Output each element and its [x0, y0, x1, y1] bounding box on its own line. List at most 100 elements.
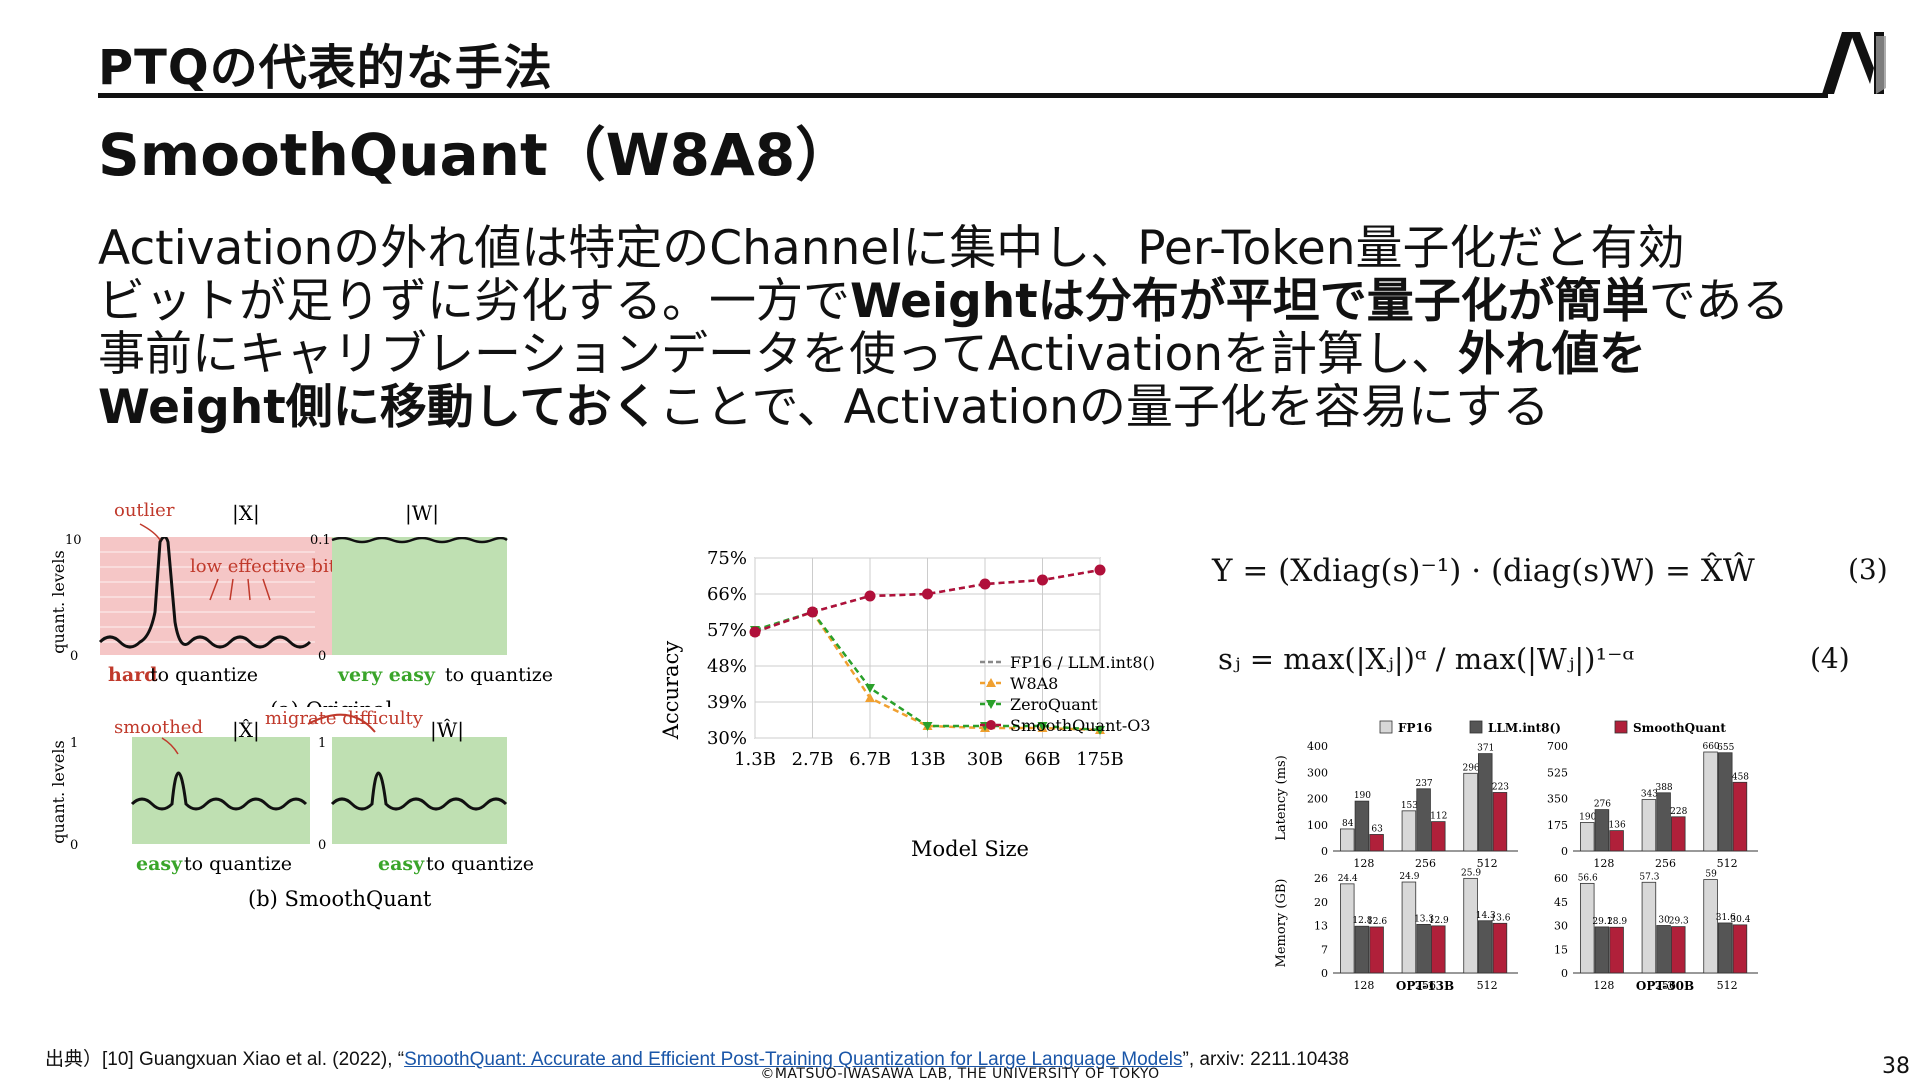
svg-text:to quantize: to quantize	[426, 853, 534, 875]
x-tick-label: 256	[1415, 857, 1436, 870]
bar	[1340, 883, 1355, 974]
bar-value-label: 660	[1702, 742, 1719, 752]
bar	[1671, 816, 1686, 852]
y-tick-label: 39%	[707, 692, 747, 713]
svg-text:quant. levels: quant. levels	[50, 740, 68, 843]
bar-panel: 60453015056.629.128.912857.33029.3256593…	[1554, 870, 1758, 992]
bar-value-label: 458	[1732, 772, 1749, 782]
svg-text:easy: easy	[136, 853, 183, 875]
x-tick-label: 30B	[967, 749, 1003, 770]
slide-body: Activationの外れ値は特定のChannelに集中し、Per-Token量…	[98, 222, 1858, 434]
x-tick-label: 175B	[1076, 749, 1124, 770]
x-tick-label: 256	[1415, 979, 1436, 992]
bar-value-label: 57.3	[1639, 872, 1659, 882]
bar	[1641, 881, 1657, 974]
bar-value-label: 63	[1371, 824, 1383, 834]
svg-text:to quantize: to quantize	[184, 853, 292, 875]
bar-value-label: 223	[1492, 782, 1509, 792]
page-title: PTQの代表的な手法	[98, 40, 553, 96]
bar-value-label: 12.8	[1352, 916, 1372, 926]
w-label: |W|	[405, 501, 439, 526]
bar-value-label: 59	[1705, 870, 1717, 880]
page-number: 38	[1882, 1054, 1910, 1079]
body-line-2: ビットが足りずに劣化する。一方でWeightは分布が平坦で量子化が簡単である	[98, 274, 1790, 329]
bar-value-label: 30.4	[1730, 915, 1750, 925]
data-point	[922, 588, 933, 600]
bar-value-label: 13.6	[1490, 913, 1510, 923]
bar-value-label: 56.6	[1578, 873, 1598, 883]
latency-axis-title: Latency (ms)	[1274, 755, 1289, 841]
svg-text:easy: easy	[378, 853, 425, 875]
body-line-3: 事前にキャリブレーションデータを使ってActivationを計算し、外れ値を	[98, 327, 1647, 382]
y-tick-label: 57%	[707, 620, 747, 641]
data-point	[807, 606, 818, 618]
x-tick-label: 128	[1593, 979, 1614, 992]
y-tick-label: 200	[1307, 793, 1328, 806]
bar	[1463, 877, 1478, 974]
bar	[1594, 926, 1610, 974]
x-tick-label: 1.3B	[734, 749, 776, 770]
data-point	[922, 722, 933, 731]
x-tick-label: 66B	[1024, 749, 1060, 770]
legend-label: W8A8	[1010, 674, 1058, 693]
bar	[1732, 781, 1748, 852]
bar-value-label: 190	[1354, 791, 1371, 801]
lab-logo	[1820, 28, 1890, 102]
bar-value-label: 29.1	[1592, 917, 1612, 927]
bar-value-label: 24.4	[1338, 874, 1358, 884]
bar-value-label: 13.3	[1414, 914, 1434, 924]
body-line-4: Weight側に移動しておくことで、Activationの量子化を容易にする	[98, 380, 1550, 435]
legend-label: LLM.int8()	[1488, 721, 1561, 735]
y-tick-label: 20	[1314, 896, 1328, 909]
bar-value-label: 388	[1655, 783, 1672, 793]
bar	[1416, 924, 1431, 974]
data-point	[865, 693, 875, 702]
y-tick-label: 0	[1561, 845, 1568, 858]
bar-value-label: 237	[1415, 779, 1432, 789]
bar-value-label: 228	[1670, 807, 1687, 817]
bar	[1703, 751, 1718, 852]
y-tick-label: 0	[1321, 967, 1328, 980]
bar	[1340, 828, 1355, 852]
bar	[1463, 772, 1478, 852]
bar	[1369, 834, 1384, 852]
data-point	[1095, 726, 1105, 735]
x-tick-label: 512	[1477, 857, 1498, 870]
bar	[1732, 924, 1748, 974]
x-tick-label: 128	[1593, 857, 1614, 870]
header-divider	[98, 93, 1828, 98]
svg-text:0: 0	[70, 649, 78, 664]
x-tick-label: 128	[1353, 857, 1374, 870]
legend-label: FP16	[1398, 721, 1432, 735]
bar	[1431, 821, 1446, 852]
bar	[1492, 922, 1508, 974]
citation-link[interactable]: SmoothQuant: Accurate and Efficient Post…	[404, 1049, 1183, 1070]
svg-text:0: 0	[318, 838, 326, 853]
x-tick-label: 256	[1655, 979, 1676, 992]
data-point	[749, 626, 761, 638]
y-tick-label: 15	[1554, 943, 1568, 956]
y-tick-label: 400	[1307, 740, 1328, 753]
bar	[1492, 792, 1508, 852]
x-label: |X|	[232, 501, 260, 526]
bar	[1718, 922, 1733, 974]
bar	[1609, 830, 1624, 852]
y-tick-label: 66%	[707, 584, 747, 605]
bar-value-label: 84	[1342, 819, 1354, 829]
bar-panel: 26 20 13 7 0 24.4 12.812.6 128 24.9 13.312.9 256 25…	[1314, 868, 1518, 992]
x-axis-title: Model Size	[911, 837, 1029, 861]
bar-value-label: 30	[1658, 916, 1670, 926]
bar-value-label: 136	[1609, 821, 1626, 831]
bar-panel: 400 300 200 100 0 84 190 63 128 153 237 112 256 296 37…	[1307, 740, 1518, 870]
bar-value-label: 343	[1641, 790, 1658, 800]
svg-text:1: 1	[318, 736, 326, 751]
legend-label: ZeroQuant	[1010, 695, 1098, 714]
svg-text:|X̂|: |X̂|	[232, 718, 260, 743]
y-axis-title: Accuracy	[659, 641, 683, 741]
x-tick-label: 13B	[909, 749, 945, 770]
y-tick-label: 45	[1554, 896, 1568, 909]
x-tick-label: 512	[1717, 857, 1738, 870]
legend-swatch	[1379, 720, 1393, 734]
y-axis-label-a: quant. levels	[50, 550, 68, 653]
svg-text:10: 10	[65, 533, 82, 548]
